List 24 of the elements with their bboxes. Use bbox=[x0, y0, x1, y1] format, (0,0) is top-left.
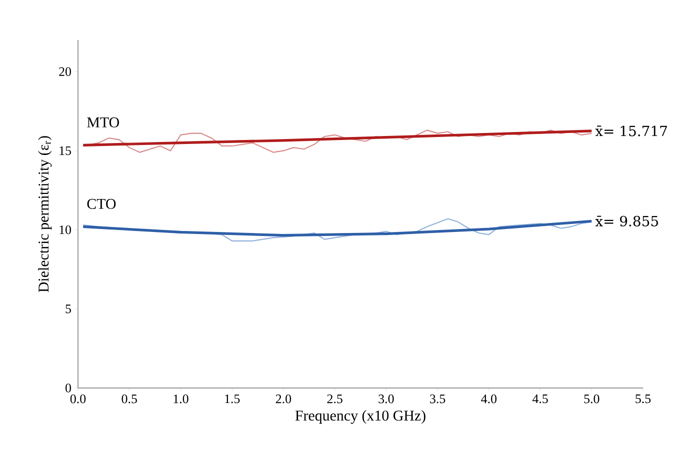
x-tick-label: 4.5 bbox=[532, 394, 548, 404]
y-tick-label: 0 bbox=[66, 384, 71, 392]
y-axis-title: Dielectric permittivity (ε$_{r}$) bbox=[38, 136, 52, 292]
y-tick-label: 15 bbox=[60, 146, 71, 156]
x-tick-label: 5.5 bbox=[636, 394, 651, 404]
x-tick-label: 4.0 bbox=[481, 394, 497, 404]
series-label: CTO bbox=[87, 198, 116, 209]
x-tick-label: 3.5 bbox=[430, 394, 446, 404]
y-tick-label: 20 bbox=[59, 67, 71, 76]
x-axis-title: Frequency (x10 GHz) bbox=[295, 410, 426, 424]
y-tick-label: 10 bbox=[60, 225, 71, 234]
line-series bbox=[82, 220, 593, 237]
annotation: x̄= 15.717 bbox=[595, 126, 667, 136]
x-tick-label: 1.5 bbox=[225, 394, 240, 404]
series-label: MTO bbox=[87, 117, 119, 128]
y-tick-label: 5 bbox=[66, 304, 71, 314]
x-tick-label: 3.0 bbox=[378, 394, 394, 404]
x-tick-label: 2.0 bbox=[276, 394, 292, 404]
x-tick-label: 0.0 bbox=[70, 394, 86, 404]
x-tick-label: 2.5 bbox=[327, 394, 342, 404]
x-tick-label: 0.5 bbox=[122, 394, 137, 404]
x-tick-label: 5.0 bbox=[584, 394, 600, 404]
annotation: x̄= 9.855 bbox=[595, 216, 658, 226]
x-tick-label: 1.0 bbox=[174, 394, 188, 404]
